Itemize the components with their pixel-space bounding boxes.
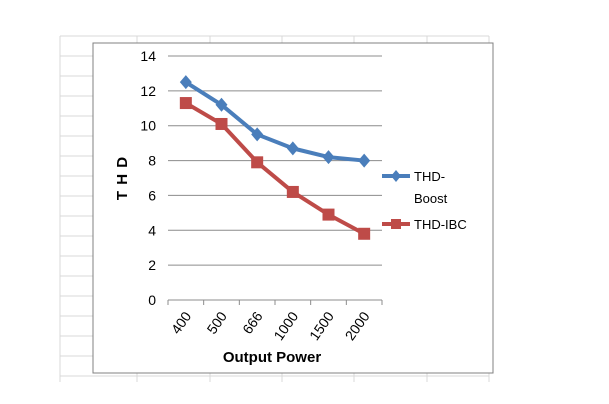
y-tick-label: 6 (148, 187, 156, 203)
data-point (215, 117, 228, 130)
data-point (358, 227, 371, 240)
y-tick-label: 0 (148, 292, 156, 308)
data-point (179, 97, 192, 110)
y-tick-label: 2 (148, 257, 156, 273)
y-tick-label: 8 (148, 153, 156, 169)
y-tick-label: 10 (140, 118, 156, 134)
legend-label: Boost (414, 191, 448, 206)
y-tick-label: 14 (140, 48, 156, 64)
data-point (322, 150, 335, 165)
x-axis-title: Output Power (223, 349, 321, 366)
data-point (215, 97, 228, 112)
data-point (179, 75, 192, 90)
legend: THD- Boost THD-IBC (382, 169, 467, 232)
series-line (184, 80, 365, 163)
chart-area (92, 42, 494, 374)
data-point (322, 208, 335, 221)
legend-label: THD-IBC (414, 217, 467, 232)
data-point (358, 153, 371, 168)
legend-marker (391, 219, 401, 229)
y-tick-label: 4 (148, 222, 156, 238)
data-point (251, 127, 264, 142)
y-axis-ticks: 0 2 4 6 8 10 12 14 (140, 48, 156, 308)
data-point (286, 141, 299, 156)
data-point (286, 185, 299, 198)
data-point (251, 156, 264, 169)
legend-marker (391, 170, 401, 182)
series-layer (179, 75, 371, 240)
y-tick-label: 12 (140, 83, 156, 99)
legend-label: THD- (414, 169, 445, 184)
y-axis-title: T H D (114, 156, 131, 200)
